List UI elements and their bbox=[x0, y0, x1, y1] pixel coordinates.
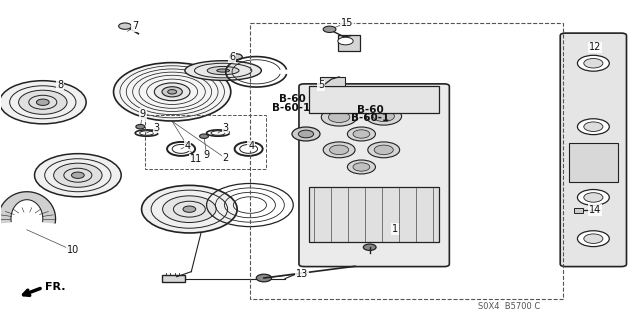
Text: 13: 13 bbox=[296, 268, 308, 279]
Circle shape bbox=[348, 127, 376, 141]
Circle shape bbox=[321, 108, 357, 126]
Circle shape bbox=[200, 134, 209, 139]
Text: 7: 7 bbox=[132, 21, 138, 31]
Circle shape bbox=[323, 142, 355, 158]
Circle shape bbox=[584, 59, 603, 68]
Circle shape bbox=[230, 54, 243, 60]
Circle shape bbox=[577, 55, 609, 71]
Circle shape bbox=[577, 189, 609, 205]
Circle shape bbox=[72, 172, 84, 178]
Bar bbox=[145, 115, 266, 169]
Text: S0X4  B5700 C: S0X4 B5700 C bbox=[478, 302, 540, 311]
Text: 3: 3 bbox=[223, 123, 228, 133]
Circle shape bbox=[353, 130, 370, 138]
Bar bbox=[308, 86, 439, 113]
Text: B-60-1: B-60-1 bbox=[351, 114, 389, 124]
Bar bbox=[320, 77, 346, 86]
Circle shape bbox=[330, 145, 349, 155]
Circle shape bbox=[154, 83, 190, 101]
Ellipse shape bbox=[217, 69, 230, 72]
Circle shape bbox=[54, 163, 102, 187]
Circle shape bbox=[366, 107, 401, 125]
Text: 4: 4 bbox=[248, 141, 254, 151]
Text: 11: 11 bbox=[189, 154, 202, 164]
Circle shape bbox=[163, 196, 216, 222]
Circle shape bbox=[113, 63, 231, 121]
Text: B-60-1: B-60-1 bbox=[272, 103, 310, 113]
Circle shape bbox=[0, 81, 86, 124]
Circle shape bbox=[373, 111, 394, 122]
Text: B-60: B-60 bbox=[278, 94, 305, 104]
Bar bbox=[573, 208, 583, 213]
Ellipse shape bbox=[185, 61, 261, 80]
FancyBboxPatch shape bbox=[299, 84, 449, 267]
Circle shape bbox=[584, 122, 603, 132]
Circle shape bbox=[35, 154, 121, 197]
Text: FR.: FR. bbox=[45, 282, 65, 292]
Text: 8: 8 bbox=[57, 79, 63, 90]
Polygon shape bbox=[0, 192, 56, 223]
Bar bbox=[568, 142, 618, 182]
Bar bbox=[250, 23, 563, 299]
Circle shape bbox=[374, 145, 394, 155]
Bar bbox=[162, 275, 185, 283]
Text: 6: 6 bbox=[229, 52, 235, 62]
Text: 5: 5 bbox=[318, 80, 324, 91]
Circle shape bbox=[136, 124, 145, 129]
Text: 1: 1 bbox=[392, 224, 398, 234]
Bar bbox=[338, 35, 360, 51]
Text: B-60: B-60 bbox=[357, 105, 384, 115]
Circle shape bbox=[584, 234, 603, 244]
Circle shape bbox=[577, 119, 609, 135]
Circle shape bbox=[323, 26, 336, 32]
Text: 14: 14 bbox=[589, 205, 602, 215]
Text: 9: 9 bbox=[204, 150, 210, 160]
Circle shape bbox=[36, 99, 49, 105]
Ellipse shape bbox=[207, 67, 239, 75]
Circle shape bbox=[364, 244, 376, 251]
Circle shape bbox=[338, 37, 353, 45]
Text: 9: 9 bbox=[140, 109, 146, 119]
Text: 12: 12 bbox=[589, 42, 602, 52]
Circle shape bbox=[162, 87, 182, 97]
Text: 3: 3 bbox=[154, 123, 160, 133]
Circle shape bbox=[348, 93, 376, 107]
Circle shape bbox=[292, 127, 320, 141]
Circle shape bbox=[353, 163, 370, 171]
Circle shape bbox=[141, 185, 237, 233]
Circle shape bbox=[298, 130, 314, 138]
Circle shape bbox=[348, 160, 376, 174]
Bar bbox=[308, 187, 439, 243]
Circle shape bbox=[183, 206, 196, 212]
Circle shape bbox=[368, 142, 399, 158]
Text: 2: 2 bbox=[223, 153, 229, 164]
Circle shape bbox=[168, 90, 177, 94]
Circle shape bbox=[118, 23, 131, 29]
Circle shape bbox=[577, 231, 609, 247]
Text: 4: 4 bbox=[184, 141, 191, 151]
Circle shape bbox=[353, 96, 370, 105]
Text: 15: 15 bbox=[340, 18, 353, 28]
Circle shape bbox=[584, 193, 603, 202]
Circle shape bbox=[328, 112, 350, 123]
FancyBboxPatch shape bbox=[560, 33, 627, 267]
Circle shape bbox=[19, 90, 67, 114]
Text: 10: 10 bbox=[67, 245, 79, 255]
Circle shape bbox=[256, 274, 271, 282]
